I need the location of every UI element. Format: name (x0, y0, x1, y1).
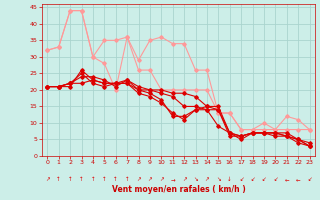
X-axis label: Vent moyen/en rafales ( km/h ): Vent moyen/en rafales ( km/h ) (112, 185, 245, 194)
